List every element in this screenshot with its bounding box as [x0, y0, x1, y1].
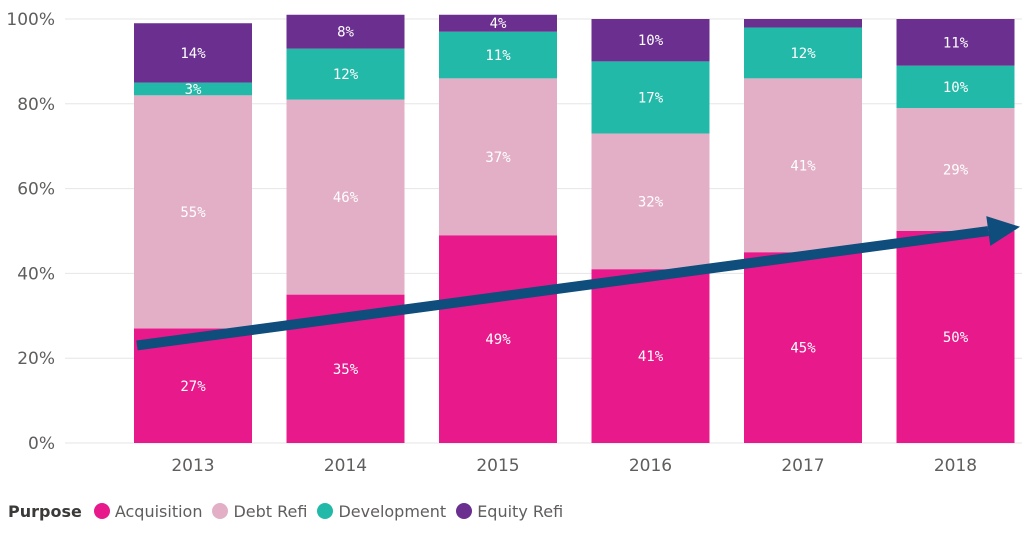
- trend-arrow-head: [986, 216, 1020, 246]
- data-label-acquisition: 41%: [638, 349, 664, 365]
- data-label-debt-refi: 55%: [180, 205, 206, 221]
- y-tick-label: 80%: [17, 95, 55, 115]
- x-tick-label: 2017: [781, 456, 824, 476]
- data-label-debt-refi: 29%: [943, 163, 969, 179]
- legend-label-development: Development: [338, 501, 447, 521]
- legend-dot-acquisition: [93, 503, 110, 519]
- data-label-debt-refi: 32%: [638, 194, 664, 210]
- bar-segment-acquisition: [896, 231, 1015, 443]
- data-label-equity-refi: 8%: [337, 25, 354, 41]
- trend-arrow: [136, 216, 1020, 351]
- data-label-equity-refi: 10%: [638, 33, 664, 49]
- y-tick-label: 20%: [17, 349, 55, 369]
- legend-dot-equity-refi: [456, 503, 473, 519]
- bar-segment-equity-refi: [744, 19, 862, 28]
- data-label-acquisition: 45%: [790, 341, 816, 357]
- data-label-development: 11%: [485, 48, 511, 64]
- x-tick-label: 2015: [476, 456, 519, 476]
- bar-segment-acquisition: [439, 235, 557, 443]
- bar-segment-equity-refi: [134, 23, 252, 83]
- y-tick-label: 100%: [6, 10, 55, 30]
- x-tick-label: 2018: [934, 456, 977, 476]
- data-label-acquisition: 50%: [943, 330, 969, 346]
- legend-item-debt-refi[interactable]: Debt Refi: [212, 502, 307, 521]
- data-label-development: 12%: [790, 46, 816, 62]
- bar-segment-debt-refi: [286, 99, 405, 295]
- legend-dot-debt-refi: [212, 503, 229, 519]
- data-label-development: 10%: [943, 80, 969, 96]
- legend-item-development[interactable]: Development: [317, 502, 446, 521]
- data-label-acquisition: 49%: [485, 332, 511, 348]
- legend: Purpose Acquisition Debt Refi Developmen…: [8, 498, 573, 524]
- bar-segment-equity-refi: [439, 14, 557, 32]
- legend-label-acquisition: Acquisition: [114, 501, 203, 521]
- y-tick-label: 0%: [28, 434, 55, 454]
- bar-segment-acquisition: [744, 252, 862, 443]
- data-label-acquisition: 27%: [180, 379, 206, 395]
- bar-segment-acquisition: [591, 269, 710, 443]
- bars: 27% 55% 3% 14% 35% 46% 12% 8% 49% 37% 11% 4% 41% 32% 1…: [134, 14, 1015, 443]
- bar-segment-development: [896, 65, 1015, 109]
- data-label-equity-refi: 4%: [490, 16, 507, 32]
- legend-item-equity-refi[interactable]: Equity Refi: [456, 502, 563, 521]
- legend-item-acquisition[interactable]: Acquisition: [93, 501, 203, 521]
- x-axis: 2013 2014 2015 2016 2017 2018: [171, 456, 977, 476]
- data-label-debt-refi: 46%: [333, 190, 359, 206]
- bar-segment-equity-refi: [591, 19, 710, 62]
- data-label-debt-refi: 37%: [485, 150, 511, 166]
- bar-segment-equity-refi: [896, 19, 1015, 66]
- legend-title: Purpose: [8, 501, 82, 521]
- bar-segment-debt-refi: [134, 95, 252, 329]
- bar-segment-debt-refi: [744, 78, 862, 253]
- x-tick-label: 2014: [324, 456, 367, 476]
- data-label-development: 3%: [185, 82, 202, 98]
- x-tick-label: 2013: [171, 456, 214, 476]
- bar-segment-development: [439, 31, 557, 79]
- legend-label-equity-refi: Equity Refi: [477, 501, 564, 521]
- bar-segment-development: [744, 27, 862, 79]
- x-tick-label: 2016: [629, 456, 672, 476]
- bar-segment-debt-refi: [896, 108, 1015, 231]
- trend-arrow-shaft: [136, 226, 989, 351]
- y-tick-label: 60%: [17, 180, 55, 200]
- data-label-acquisition: 35%: [333, 362, 359, 378]
- y-tick-label: 40%: [17, 264, 55, 284]
- bar-segment-development: [286, 48, 405, 100]
- data-label-development: 12%: [333, 67, 359, 83]
- legend-label-debt-refi: Debt Refi: [233, 501, 308, 521]
- data-label-debt-refi: 41%: [790, 158, 816, 174]
- bar-segment-equity-refi: [286, 14, 405, 49]
- bar-segment-development: [591, 61, 710, 134]
- y-axis: 0% 20% 40% 60% 80% 100%: [6, 10, 55, 454]
- data-label-development: 17%: [638, 90, 664, 106]
- data-label-equity-refi: 14%: [180, 46, 206, 62]
- legend-dot-development: [317, 503, 334, 519]
- bar-segment-debt-refi: [439, 78, 557, 236]
- data-label-equity-refi: 11%: [943, 35, 969, 51]
- bar-segment-debt-refi: [591, 133, 710, 270]
- bar-segment-development: [134, 82, 252, 96]
